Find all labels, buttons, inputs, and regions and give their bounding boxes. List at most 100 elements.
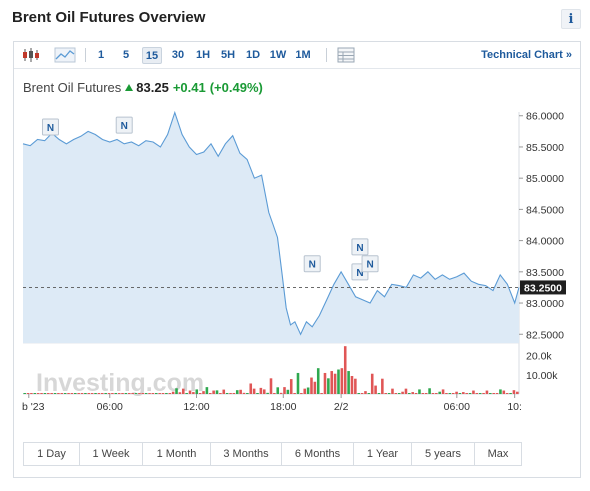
timeframe-button[interactable]: 5 [122,49,130,61]
volume-bar [421,393,425,394]
price-line [22,110,520,336]
technical-chart-link[interactable]: Technical Chart » [481,49,572,61]
volume-bar [320,393,323,394]
x-tick-label: 06:00 [444,401,470,413]
volume-bar [94,393,97,394]
volume-bar [53,393,57,394]
range-button-1-day[interactable]: 1 Day [24,443,80,465]
volume-bar [178,392,182,394]
volume-bar [181,388,185,394]
volume-bar [161,393,165,394]
volume-bar [505,393,509,394]
volume-bar [192,392,195,394]
range-button-6-months[interactable]: 6 Months [282,443,354,465]
volume-bar [347,371,350,394]
last-price: 83.25 [136,80,169,95]
volume-bar [411,392,415,394]
volume-bar [451,393,455,394]
toolbar-divider [326,48,327,62]
volume-bar [431,393,435,394]
volume-bar [121,393,124,394]
timeframe-button[interactable]: 5H [220,49,236,61]
volume-bar [249,383,253,394]
volume-bar [33,393,37,394]
volume-bar [43,393,47,394]
news-marker-label: N [356,243,363,254]
instrument-name: Brent Oil Futures [23,80,122,95]
area-chart-icon[interactable] [54,46,76,64]
volume-bar [367,393,371,394]
range-button-1-week[interactable]: 1 Week [80,443,143,465]
price-chart[interactable]: Investing.com86.000085.500085.000084.500… [14,42,580,432]
volume-bar [404,388,408,394]
timeframe-button[interactable]: 1W [269,49,287,61]
range-button-3-months[interactable]: 3 Months [211,443,282,465]
volume-bar [306,387,310,394]
x-tick-label: 18:00 [270,401,296,413]
news-marker[interactable]: N [115,116,133,134]
range-selector: 1 Day 1 Week 1 Month 3 Months 6 Months 1… [23,442,522,466]
volume-bar [215,390,219,394]
y-tick-label: 83.0000 [526,298,564,310]
y-tick-label: 84.0000 [526,236,564,248]
news-marker[interactable]: N [351,238,369,256]
news-marker[interactable]: N [41,118,59,136]
volume-bar [516,391,519,394]
volume-bar [40,393,43,394]
volume-bar [391,388,394,394]
table-icon[interactable] [335,46,357,64]
timeframe-button[interactable]: 30 [171,49,185,61]
news-marker[interactable]: N [303,255,321,273]
current-price-label: 83.2500 [524,282,562,294]
volume-bar [293,393,296,394]
timeframe-button[interactable]: 15 [142,47,162,64]
news-marker-label: N [121,121,128,132]
candlestick-icon[interactable] [20,46,42,64]
volume-bar [276,387,280,394]
volume-bar [114,393,118,394]
volume-bar [408,393,411,394]
volume-bar [364,391,367,394]
up-arrow-icon [125,84,134,91]
volume-bar [256,393,259,394]
volume-bar [462,392,465,394]
volume-bar [310,377,313,394]
timeframe-button[interactable]: 1D [245,49,261,61]
info-button[interactable]: i [561,9,581,29]
news-marker-label: N [47,123,54,134]
volume-bar [259,387,263,394]
volume-bar [232,393,236,394]
timeframe-button[interactable]: 1 [97,49,105,61]
volume-bar [327,378,330,394]
volume-bar [57,393,60,394]
timeframe-button[interactable]: 1H [195,49,211,61]
volume-bar [208,393,212,394]
volume-bar [165,393,168,394]
volume-bar [401,391,404,394]
volume-bar [23,393,26,394]
volume-bar [465,393,468,394]
volume-bar [50,393,53,394]
range-button-max[interactable]: Max [487,448,509,460]
volume-bar [502,390,506,394]
volume-bar [246,393,249,394]
volume-bar [397,393,401,394]
volume-bar [279,392,283,394]
volume-bar [377,393,381,394]
volume-bar [357,393,361,394]
range-button-1-month[interactable]: 1 Month [143,443,211,465]
y-tick-label: 86.0000 [526,111,564,123]
x-tick-label: 12:00 [183,401,209,413]
timeframe-button[interactable]: 1M [295,49,311,61]
range-button-1-year[interactable]: 1 Year [354,443,412,465]
range-button-5-years[interactable]: 5 years [412,443,475,465]
volume-bar [273,393,276,394]
volume-bar [158,393,161,394]
volume-bar [151,393,155,394]
volume-bar [202,391,205,394]
y-tick-label: 83.5000 [526,267,564,279]
volume-bar [198,393,202,394]
volume-bar [384,393,388,394]
news-marker[interactable]: N [361,255,379,273]
volume-bar [252,388,256,394]
